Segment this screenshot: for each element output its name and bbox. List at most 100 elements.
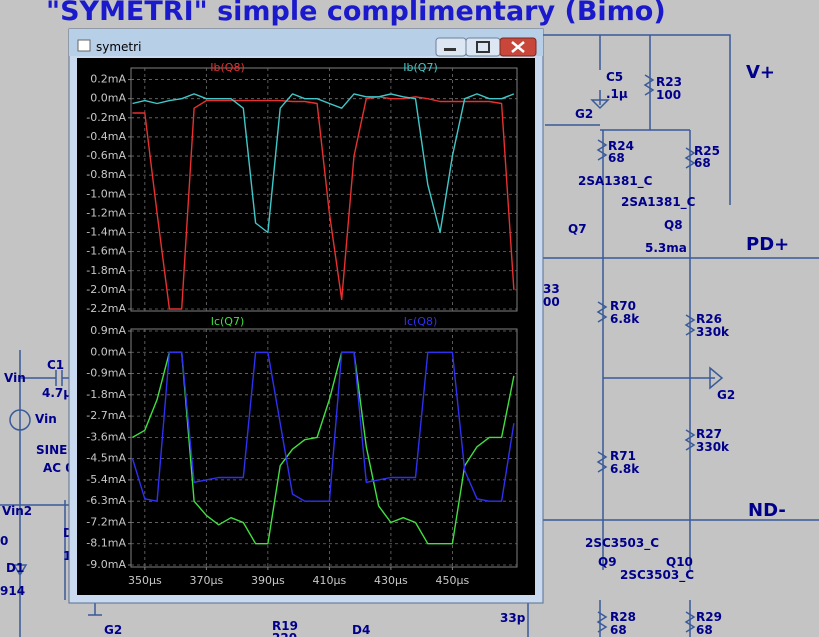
label: 68 [694,156,711,170]
y-tick-label: -0.8mA [86,168,126,181]
trace [132,96,515,310]
label: G2 [717,388,735,402]
label: R26 [696,312,722,326]
label: R71 [610,449,636,463]
label: R23 [656,75,682,89]
x-tick-label: 410µs [313,574,347,587]
label: 4.7µ [42,386,72,400]
wires [527,34,819,637]
x-tick-label: 390µs [251,574,285,587]
label: 6.8k [610,462,640,476]
label: 2SA1381_C [621,195,696,210]
x-tick-label: 370µs [189,574,223,587]
label: 1 [63,549,71,563]
y-tick-label: 0.0mA [90,345,126,358]
y-tick-label: -2.2mA [86,302,126,315]
y-tick-label: -8.1mA [86,537,126,550]
y-tick-label: -1.2mA [86,206,126,219]
label: AC 0 [43,461,74,475]
x-tick-label: 450µs [436,574,470,587]
y-tick-label: -1.8mA [86,388,126,401]
component-symbols [590,74,724,633]
label: D1 [6,561,24,575]
label: G2 [575,107,593,121]
y-tick-label: 0.0mA [90,92,126,105]
schematic-title: "SYMETRI" simple complimentary (Bimo) [46,0,666,27]
label: R25 [694,144,720,158]
label: .1µ [606,87,628,101]
plot-area [77,58,535,595]
label: R70 [610,299,636,313]
label: D [63,526,73,540]
window-title: symetri [96,40,141,54]
label: 914 [0,584,25,598]
label: PD+ [746,234,789,255]
y-tick-label: -5.4mA [86,473,126,486]
x-tick-label: 430µs [374,574,408,587]
label: R29 [696,610,722,624]
label: 220 [272,631,297,637]
label: 68 [696,623,713,637]
y-tick-label: -0.6mA [86,149,126,162]
label: Q10 [666,555,693,569]
legend-entry: Ib(Q7) [403,61,437,74]
label: R19 [272,619,298,633]
label: 33p [500,611,526,625]
y-tick-label: -1.0mA [86,187,126,200]
label: R27 [696,427,722,441]
label: SINE( [36,443,73,457]
label: 5.3ma [645,241,687,255]
label: Q8 [664,218,683,232]
minimize-button[interactable] [435,37,467,57]
trace [132,351,515,545]
label: 330k [696,325,730,339]
label: D4 [352,623,370,637]
y-tick-label: -0.4mA [86,130,126,143]
left-components [0,350,102,637]
label: Q7 [568,222,587,236]
label: C5 [606,70,623,84]
y-tick-label: -2.7mA [86,409,126,422]
label: 2SC3503_C [585,536,659,551]
label: V+ [746,62,775,83]
plot-frame [130,67,518,312]
window-icon [77,39,91,52]
label: 2SC3503_C [620,568,694,583]
label: 6.8k [610,312,640,326]
trace [132,93,515,234]
y-tick-label: -6.3mA [86,494,126,507]
maximize-icon [476,41,490,53]
label: Vin2 [2,504,32,518]
label: 68 [610,623,627,637]
label: 68 [608,151,625,165]
y-tick-label: -9.0mA [86,558,126,571]
plot-window: symetri [68,28,544,604]
label: Vin [4,371,26,385]
y-tick-label: 0.2mA [90,73,126,86]
label: R28 [610,610,636,624]
label: G2 [104,623,122,637]
label: 100 [656,88,681,102]
maximize-button[interactable] [465,37,501,57]
label: 33 [543,282,560,296]
y-tick-label: -1.6mA [86,245,126,258]
x-tick-label: 350µs [128,574,162,587]
label: 00 [543,295,560,309]
label: Vin [35,412,57,426]
y-tick-label: -1.4mA [86,226,126,239]
label: C1 [47,358,64,372]
y-tick-label: -7.2mA [86,515,126,528]
plot-frame [130,328,518,568]
minimize-icon [444,48,456,51]
label: 2SA1381_C [578,174,653,189]
label: 330k [696,440,730,454]
label: 0 [0,534,8,548]
legend-entry: Ib(Q8) [210,61,244,74]
label: ND- [748,500,786,521]
close-icon [511,41,525,53]
legend-entry: Ic(Q7) [211,315,245,328]
label: R24 [608,139,634,153]
y-tick-label: 0.9mA [90,324,126,337]
